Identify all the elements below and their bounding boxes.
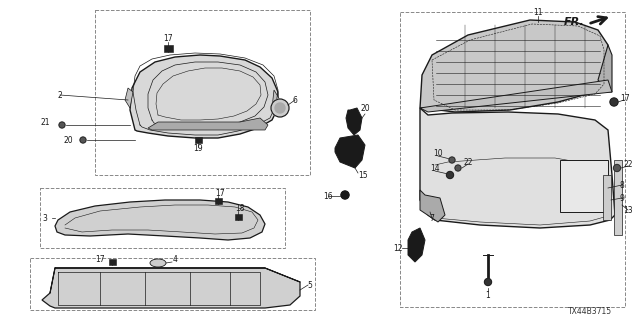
Polygon shape bbox=[598, 45, 612, 92]
Text: TX44B3715: TX44B3715 bbox=[568, 308, 612, 316]
Bar bbox=[614, 160, 622, 235]
Text: 11: 11 bbox=[533, 7, 543, 17]
Polygon shape bbox=[420, 20, 608, 112]
Text: 13: 13 bbox=[623, 205, 633, 214]
Text: 10: 10 bbox=[433, 148, 443, 157]
Text: 14: 14 bbox=[430, 164, 440, 172]
Text: 6: 6 bbox=[292, 95, 298, 105]
Circle shape bbox=[341, 191, 349, 199]
Text: 5: 5 bbox=[308, 281, 312, 290]
Circle shape bbox=[80, 137, 86, 143]
Bar bbox=[234, 214, 241, 220]
Text: 17: 17 bbox=[163, 34, 173, 43]
Text: 12: 12 bbox=[393, 244, 403, 252]
Text: 20: 20 bbox=[63, 135, 73, 145]
Polygon shape bbox=[346, 108, 362, 135]
Text: 17: 17 bbox=[215, 188, 225, 197]
Circle shape bbox=[275, 103, 285, 113]
Polygon shape bbox=[42, 268, 300, 308]
Text: 9: 9 bbox=[620, 194, 625, 203]
Text: 22: 22 bbox=[623, 159, 633, 169]
Circle shape bbox=[449, 157, 455, 163]
Bar bbox=[195, 137, 202, 143]
Text: 19: 19 bbox=[193, 143, 203, 153]
Circle shape bbox=[59, 122, 65, 128]
Circle shape bbox=[614, 164, 621, 172]
Bar bbox=[214, 198, 221, 204]
Text: 8: 8 bbox=[620, 180, 625, 189]
Text: 22: 22 bbox=[463, 157, 473, 166]
Polygon shape bbox=[272, 90, 280, 115]
Bar bbox=[30, 258, 315, 310]
Polygon shape bbox=[420, 80, 612, 112]
Circle shape bbox=[447, 172, 454, 179]
Text: 2: 2 bbox=[58, 91, 62, 100]
Ellipse shape bbox=[150, 259, 166, 267]
Text: 18: 18 bbox=[236, 204, 244, 212]
Bar bbox=[560, 160, 608, 212]
Text: 16: 16 bbox=[323, 191, 333, 201]
Text: 4: 4 bbox=[173, 255, 177, 265]
Bar bbox=[163, 44, 173, 52]
Bar bbox=[109, 259, 115, 265]
Text: 7: 7 bbox=[429, 213, 435, 222]
Polygon shape bbox=[125, 88, 133, 108]
Polygon shape bbox=[148, 118, 268, 130]
Circle shape bbox=[610, 98, 618, 106]
Text: 1: 1 bbox=[486, 291, 490, 300]
Polygon shape bbox=[55, 200, 265, 240]
Polygon shape bbox=[335, 135, 365, 168]
Text: 20: 20 bbox=[360, 103, 370, 113]
Circle shape bbox=[271, 99, 289, 117]
Text: 17: 17 bbox=[95, 255, 105, 265]
Bar bbox=[95, 10, 310, 175]
Text: 17: 17 bbox=[620, 93, 630, 102]
Circle shape bbox=[455, 165, 461, 171]
Bar bbox=[400, 12, 625, 307]
Text: FR.: FR. bbox=[564, 17, 585, 27]
Text: 15: 15 bbox=[358, 171, 368, 180]
Circle shape bbox=[484, 278, 492, 285]
Bar bbox=[40, 188, 285, 248]
Polygon shape bbox=[420, 190, 445, 222]
Polygon shape bbox=[130, 55, 278, 138]
Bar bbox=[603, 175, 611, 220]
Polygon shape bbox=[420, 108, 615, 228]
Text: 3: 3 bbox=[43, 213, 47, 222]
Polygon shape bbox=[408, 228, 425, 262]
Text: 21: 21 bbox=[40, 117, 50, 126]
